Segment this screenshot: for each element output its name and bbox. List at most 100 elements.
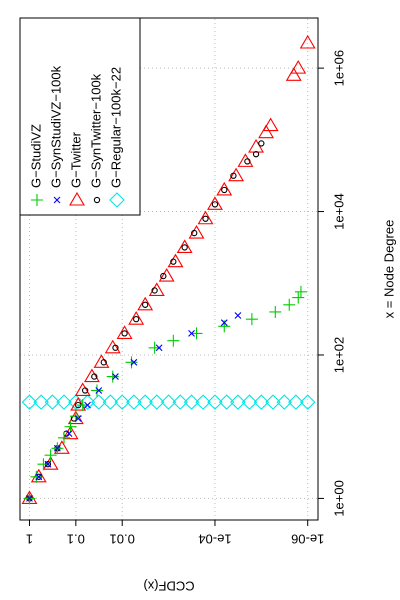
point bbox=[230, 394, 246, 410]
point bbox=[191, 229, 198, 237]
point bbox=[299, 34, 316, 49]
point-group bbox=[197, 210, 214, 225]
point bbox=[128, 311, 145, 325]
point-group bbox=[70, 397, 87, 411]
point bbox=[234, 312, 242, 319]
point bbox=[299, 394, 316, 410]
point bbox=[172, 394, 189, 410]
point-group bbox=[35, 473, 43, 481]
point bbox=[151, 287, 158, 294]
point-group bbox=[269, 305, 282, 318]
point-group bbox=[160, 272, 167, 280]
point bbox=[91, 394, 107, 410]
point bbox=[294, 285, 307, 298]
point-group bbox=[299, 34, 316, 49]
point bbox=[114, 394, 130, 410]
x-tick-label: 1e+00 bbox=[331, 480, 346, 517]
point bbox=[30, 468, 47, 483]
point bbox=[148, 394, 165, 410]
point bbox=[95, 387, 103, 394]
point bbox=[244, 158, 251, 165]
point-group bbox=[102, 394, 119, 410]
point-group bbox=[283, 298, 296, 311]
point bbox=[216, 181, 233, 196]
point-group bbox=[218, 394, 235, 410]
point-group bbox=[130, 358, 138, 366]
point-group bbox=[195, 394, 211, 410]
y-tick-label: 0.01 bbox=[110, 532, 135, 547]
point-group bbox=[202, 215, 209, 222]
point-group bbox=[211, 201, 219, 208]
point-group bbox=[33, 394, 49, 410]
point-group bbox=[183, 394, 200, 410]
point-group bbox=[83, 368, 100, 383]
y-tick-label: 1 bbox=[26, 532, 33, 547]
point-group bbox=[137, 394, 153, 410]
point bbox=[245, 313, 258, 326]
point-group bbox=[91, 394, 107, 410]
point bbox=[121, 330, 128, 337]
point-group bbox=[253, 394, 270, 410]
point bbox=[64, 420, 77, 433]
point-group bbox=[104, 339, 121, 354]
point bbox=[258, 124, 275, 139]
legend-symbol bbox=[31, 194, 43, 206]
point-group bbox=[188, 330, 195, 337]
point bbox=[53, 444, 61, 452]
point bbox=[218, 394, 235, 410]
point-group bbox=[245, 313, 258, 326]
point bbox=[195, 394, 211, 410]
point bbox=[211, 201, 219, 208]
point-group bbox=[220, 319, 228, 327]
point-group bbox=[44, 449, 57, 462]
point bbox=[253, 394, 270, 410]
point bbox=[285, 67, 302, 81]
point bbox=[76, 399, 89, 412]
point-group bbox=[221, 186, 228, 194]
point-group bbox=[258, 124, 275, 139]
point-group bbox=[230, 172, 237, 179]
legend-symbol-group bbox=[69, 191, 85, 206]
point-group bbox=[160, 394, 177, 410]
legend-box bbox=[19, 17, 141, 216]
point bbox=[126, 394, 142, 410]
point-group bbox=[137, 296, 154, 311]
point bbox=[288, 394, 304, 410]
point-group bbox=[106, 370, 119, 383]
point-group bbox=[294, 285, 307, 298]
point-group bbox=[84, 401, 91, 409]
legend-symbol bbox=[93, 196, 101, 204]
point-group bbox=[292, 291, 305, 304]
x-tick-label: 1e+02 bbox=[331, 337, 346, 374]
point bbox=[65, 430, 73, 438]
point-group bbox=[30, 468, 47, 483]
point bbox=[112, 344, 119, 351]
point-group bbox=[230, 394, 246, 410]
point bbox=[265, 394, 281, 410]
point bbox=[167, 253, 184, 268]
point bbox=[74, 415, 82, 422]
point bbox=[237, 153, 254, 167]
point-group bbox=[176, 239, 193, 253]
point bbox=[102, 394, 119, 410]
point-group bbox=[172, 394, 189, 410]
point-group bbox=[167, 334, 180, 347]
point-group bbox=[170, 258, 177, 265]
point bbox=[155, 344, 163, 352]
point-group bbox=[26, 495, 33, 502]
point-group bbox=[121, 330, 128, 337]
point-group bbox=[65, 430, 73, 438]
point bbox=[100, 359, 107, 366]
point-group bbox=[116, 325, 133, 339]
y-tick-label: 1e-06 bbox=[291, 532, 324, 547]
y-axis-title: CCDF(x) bbox=[143, 579, 194, 594]
point bbox=[130, 358, 138, 366]
point-group bbox=[142, 301, 149, 308]
point-group bbox=[44, 460, 52, 468]
point bbox=[228, 167, 245, 182]
legend-symbol bbox=[69, 191, 85, 206]
point bbox=[142, 301, 149, 308]
point bbox=[190, 327, 203, 340]
point bbox=[44, 449, 57, 462]
